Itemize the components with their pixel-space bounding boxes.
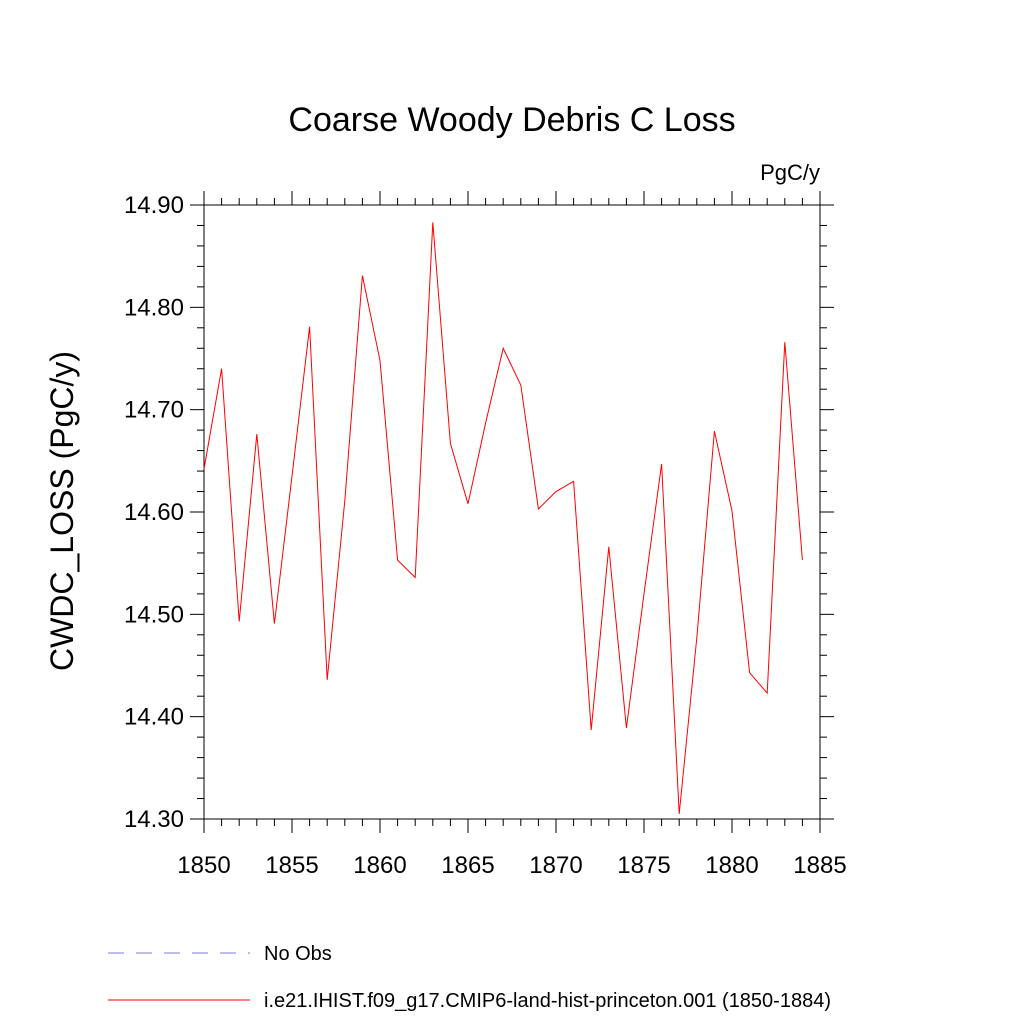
y-tick-label: 14.80 — [124, 294, 184, 321]
y-tick-label: 14.60 — [124, 499, 184, 526]
y-tick-label: 14.70 — [124, 397, 184, 424]
chart-title: Coarse Woody Debris C Loss — [288, 101, 735, 139]
y-tick-label: 14.40 — [124, 704, 184, 731]
y-tick-label: 14.30 — [124, 806, 184, 833]
x-tick-label: 1865 — [441, 852, 494, 879]
x-tick-label: 1880 — [705, 852, 758, 879]
x-tick-label: 1850 — [177, 852, 230, 879]
axis-tick-labels: 1850 1855 1860 1865 1870 1875 1880 1885 14.30 14.… — [124, 192, 847, 879]
axis-ticks — [190, 191, 834, 833]
legend-label-model: i.e21.IHIST.f09_g17.CMIP6-land-hist-prin… — [264, 990, 831, 1012]
y-tick-label: 14.90 — [124, 192, 184, 219]
units-label: PgC/y — [760, 160, 820, 185]
x-tick-label: 1855 — [265, 852, 318, 879]
x-tick-label: 1870 — [529, 852, 582, 879]
data-series — [203, 222, 803, 814]
x-tick-label: 1875 — [617, 852, 670, 879]
y-tick-label: 14.50 — [124, 601, 184, 628]
x-tick-label: 1885 — [793, 852, 846, 879]
legend: No Obs i.e21.IHIST.f09_g17.CMIP6-land-hi… — [108, 943, 831, 1012]
x-tick-label: 1860 — [353, 852, 406, 879]
y-axis-label: CWDC_LOSS (PgC/y) — [44, 351, 80, 671]
plot-frame — [203, 204, 821, 820]
series-line-0 — [203, 222, 803, 814]
legend-label-no-obs: No Obs — [264, 943, 332, 965]
